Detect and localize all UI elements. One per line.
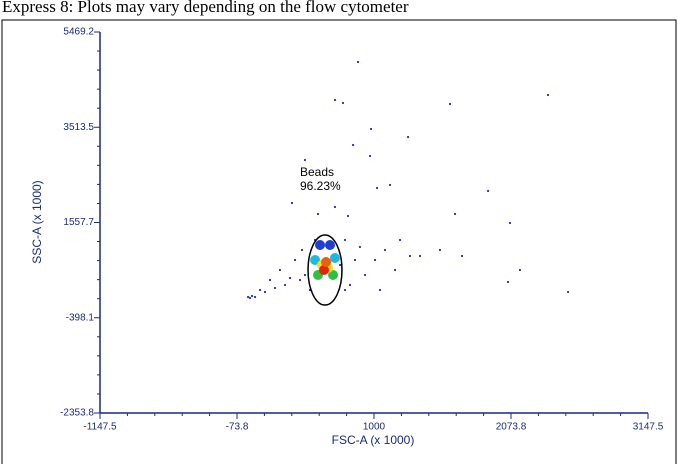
data-point: [298, 278, 302, 282]
data-point: [506, 280, 510, 284]
data-point: [546, 93, 550, 97]
data-point: [393, 268, 397, 272]
y-tick-label: 1557.7: [63, 217, 94, 228]
data-point: [518, 268, 522, 272]
data-point: [398, 238, 402, 242]
data-point: [346, 214, 350, 218]
data-point: [383, 248, 387, 252]
data-point: [356, 60, 360, 64]
x-tick-label: 1000: [363, 422, 386, 433]
data-point: [460, 254, 464, 258]
data-point: [246, 295, 250, 299]
data-point: [373, 258, 377, 262]
data-point: [293, 258, 297, 262]
data-point: [363, 273, 367, 277]
y-tick-label: -2353.8: [60, 408, 94, 419]
data-point: [328, 269, 339, 280]
data-point: [566, 290, 570, 294]
data-point: [378, 288, 382, 292]
data-point: [303, 158, 307, 162]
gate: [307, 234, 343, 306]
data-point: [283, 283, 287, 287]
y-tick-label: 5469.2: [63, 27, 94, 38]
data-point: [258, 288, 262, 292]
data-point: [358, 245, 362, 249]
data-point: [288, 276, 292, 280]
data-point: [333, 205, 337, 209]
data-point: [310, 254, 321, 265]
data-point: [341, 101, 345, 105]
data-point: [338, 263, 342, 267]
x-tick-label: -1147.5: [83, 422, 117, 433]
data-point: [388, 183, 392, 187]
data-point: [333, 98, 337, 102]
data-point: [263, 290, 267, 294]
data-point: [348, 283, 352, 287]
data-point: [278, 268, 282, 272]
data-point: [329, 252, 340, 263]
data-point: [368, 154, 372, 158]
data-point: [353, 258, 357, 262]
data-point: [453, 212, 457, 216]
data-point: [418, 254, 422, 258]
data-point: [369, 127, 373, 131]
x-tick-label: 2073.8: [496, 422, 527, 433]
data-point: [290, 201, 294, 205]
data-point: [351, 143, 355, 147]
data-point: [343, 288, 347, 292]
data-point: [375, 186, 379, 190]
data-point: [248, 296, 252, 300]
data-point: [268, 278, 272, 282]
data-point: [300, 248, 304, 252]
data-point: [448, 102, 452, 106]
y-tick-label: 3513.5: [63, 122, 94, 133]
data-point: [321, 256, 332, 267]
y-tick-label: -398.1: [66, 312, 95, 323]
data-point: [343, 238, 347, 242]
x-tick-label: -73.8: [226, 422, 249, 433]
data-point: [303, 273, 307, 277]
frame: [1, 19, 677, 464]
data-point: [406, 135, 410, 139]
data-point: [253, 295, 257, 299]
data-point: [486, 189, 490, 193]
y-axis-label: SSC-A (x 1000): [30, 180, 44, 263]
gate-name: Beads: [300, 165, 334, 179]
data-point: [250, 294, 254, 298]
data-point: [273, 286, 277, 290]
gate-percent: 96.23%: [300, 179, 341, 193]
caption: Express 8: Plots may vary depending on t…: [2, 0, 409, 16]
x-tick-label: 3147.5: [633, 422, 664, 433]
data-point: [316, 212, 320, 216]
data-point: [408, 254, 412, 258]
data-point: [315, 239, 326, 250]
data-point: [438, 248, 442, 252]
data-point: [508, 221, 512, 225]
x-axis-label: FSC-A (x 1000): [332, 433, 415, 447]
data-point: [318, 265, 329, 276]
data-point: [324, 239, 335, 250]
